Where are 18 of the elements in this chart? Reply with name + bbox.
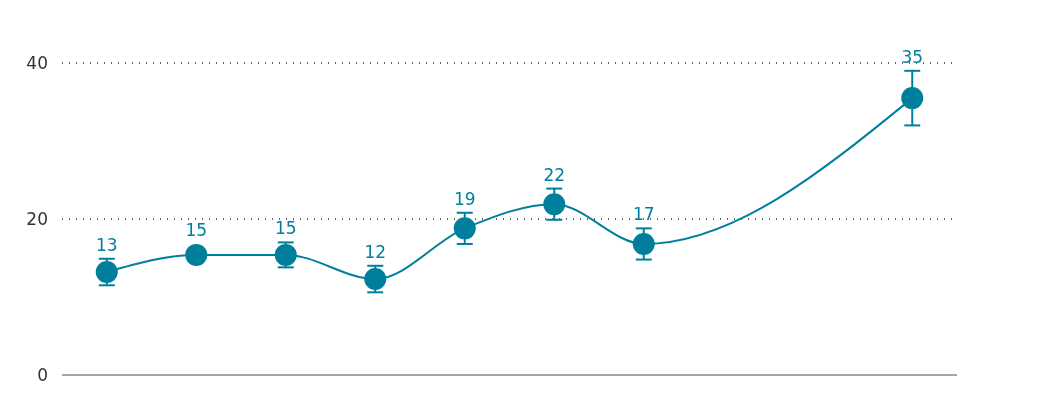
point (632, 232, 655, 255)
data-label: 17 (632, 204, 655, 225)
point (543, 193, 566, 216)
data-label: 35 (901, 46, 924, 67)
y-tick-label: 0 (37, 364, 48, 385)
point (453, 217, 476, 240)
data-label: 19 (453, 188, 476, 209)
point (95, 261, 118, 284)
y-tick-label: 20 (26, 208, 48, 229)
point (364, 268, 387, 291)
data-label: 22 (543, 164, 566, 185)
data-label: 15 (185, 219, 208, 240)
data-label: 15 (274, 218, 297, 239)
point (901, 87, 924, 110)
data-label: 13 (95, 234, 118, 255)
y-tick-label: 40 (26, 52, 48, 73)
point (185, 243, 208, 266)
data-label: 12 (364, 241, 387, 262)
